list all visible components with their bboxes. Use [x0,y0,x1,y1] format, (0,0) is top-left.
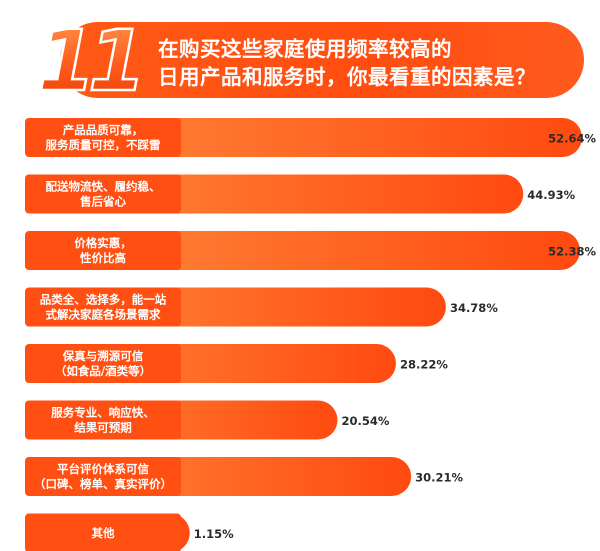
bar-group: 其他 1.15% [25,513,234,551]
category-label: 服务专业、响应快、 [51,406,155,420]
title-banner [60,22,584,98]
title-line-1: 在购买这些家庭使用频率较高的 [158,37,452,61]
category-label: （如食品/酒类等） [55,364,151,378]
bar-group: 保真与溯源可信（如食品/酒类等） 28.22% [25,344,448,383]
value-label: 28.22% [400,358,448,372]
value-label: 52.64% [548,132,596,146]
category-label: 价格实惠， [74,236,132,250]
category-label-box [25,457,181,496]
chart-title: 在购买这些家庭使用频率较高的 日用产品和服务时，你最看重的因素是？ [158,35,568,91]
category-label-box [25,287,181,327]
category-label: 售后省心 [79,195,126,209]
value-label: 52.38% [548,245,596,259]
category-label: 结果可预期 [73,421,132,435]
category-label-box [25,174,181,214]
category-label-box [25,400,181,440]
bar-group: 价格实惠，性价比高 52.38% [25,231,596,270]
category-label-box [25,513,181,551]
category-label-box [25,118,181,157]
chart-header: 11 在购买这些家庭使用频率较高的 日用产品和服务时，你最看重的因素是？ [18,14,584,102]
category-label: 式解决家庭各场景需求 [46,308,161,322]
value-label: 34.78% [450,301,498,315]
category-label: 平台评价体系可信 [57,462,149,476]
logo-number: 11 [38,14,139,102]
bar-group: 平台评价体系可信（口碑、榜单、真实评价） 30.21% [25,457,464,496]
category-label: 保真与溯源可信 [62,349,144,363]
value-label: 44.93% [527,188,575,202]
category-label: 其他 [92,526,115,540]
bar-group: 配送物流快、履约稳、售后省心 44.93% [25,174,576,214]
category-label: 服务质量可控，不踩雷 [46,138,161,152]
title-line-2: 日用产品和服务时，你最看重的因素是？ [158,65,536,89]
category-label: （口碑、榜单、真实评价） [34,477,172,491]
bar-group: 产品品质可靠，服务质量可控，不踩雷 52.64% [25,118,596,157]
category-label: 性价比高 [80,251,126,265]
value-label: 20.54% [341,414,389,428]
bar-group: 服务专业、响应快、结果可预期 20.54% [25,400,390,440]
category-label: 品类全、选择多，能一站 [40,293,167,307]
double-eleven-logo: 11 [36,14,147,102]
value-label: 30.21% [415,471,463,485]
category-label-box [25,344,181,383]
category-label: 产品品质可靠， [63,123,144,137]
bars-layer: 产品品质可靠，服务质量可控，不踩雷 52.64% 配送物流快、履约稳、售后省心 44.… [25,118,596,551]
value-label: 1.15% [194,527,234,541]
category-label-box [25,231,181,270]
category-label: 配送物流快、履约稳、 [46,180,161,194]
